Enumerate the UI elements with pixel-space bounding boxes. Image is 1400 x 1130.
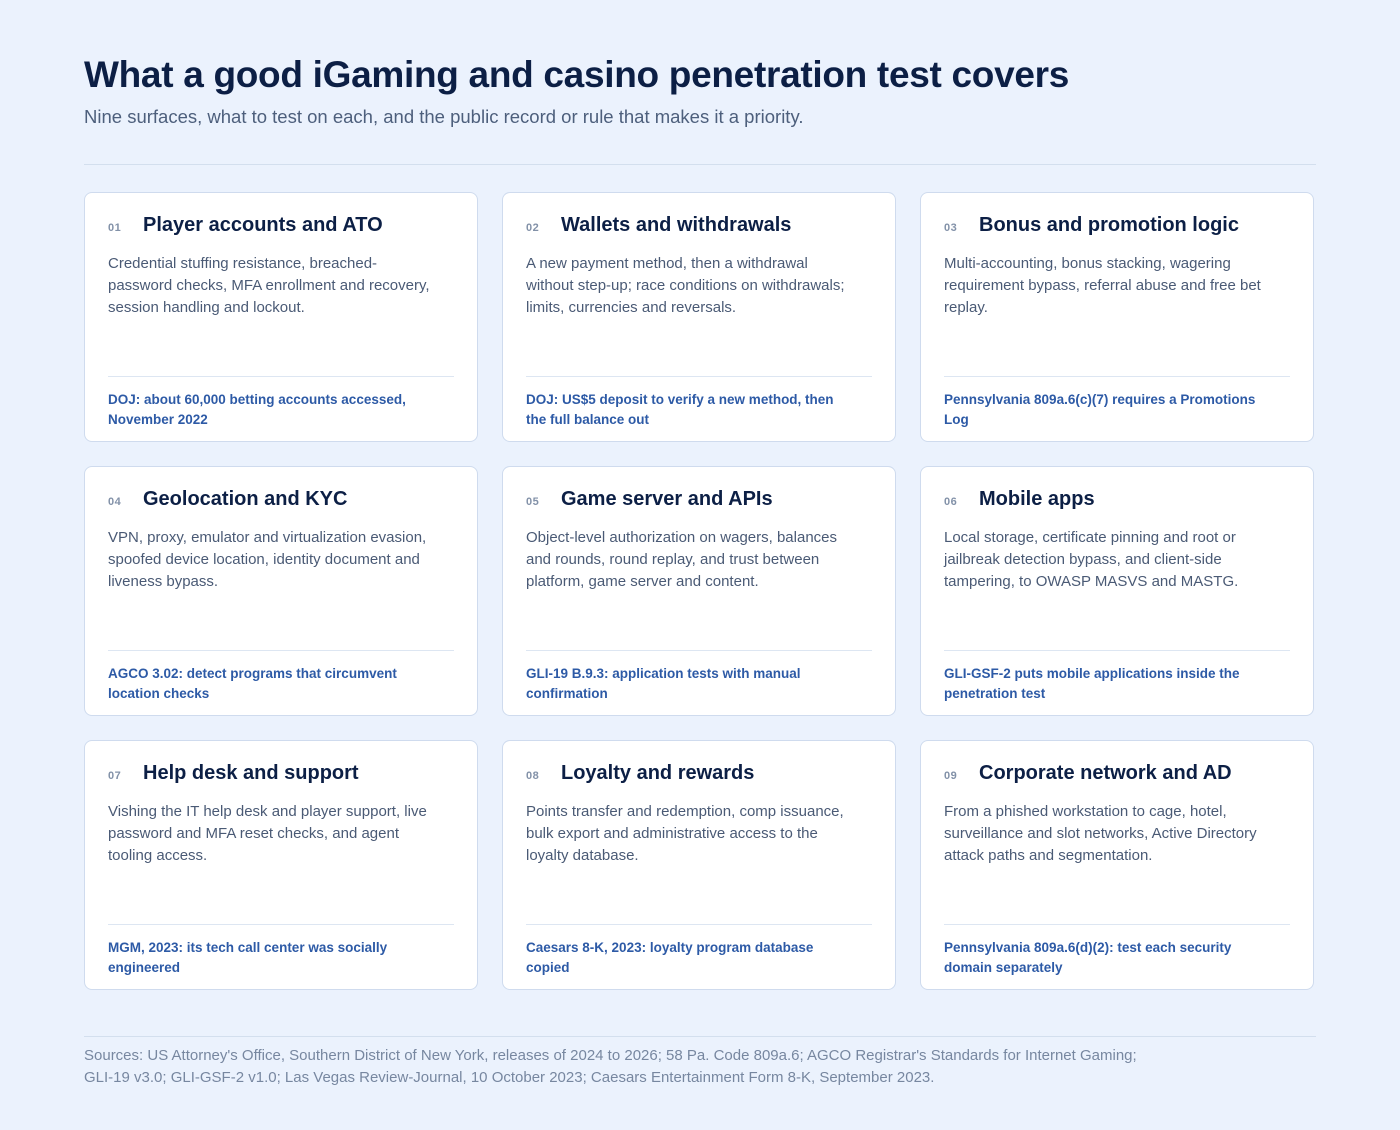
card-title: Player accounts and ATO bbox=[143, 214, 383, 236]
card-title: Help desk and support bbox=[143, 762, 359, 784]
surface-card: 07 Help desk and support Vishing the IT … bbox=[84, 740, 478, 990]
card-title: Geolocation and KYC bbox=[143, 488, 348, 510]
card-description: Multi-accounting, bonus stacking, wageri… bbox=[944, 255, 1261, 316]
page-title: What a good iGaming and casino penetrati… bbox=[84, 54, 1070, 95]
card-number: 04 bbox=[108, 496, 122, 508]
card-description: Object-level authorization on wagers, ba… bbox=[526, 529, 838, 590]
card-number: 06 bbox=[944, 496, 958, 508]
card-number: 02 bbox=[526, 222, 540, 234]
surface-card: 03 Bonus and promotion logic Multi-accou… bbox=[920, 192, 1314, 442]
card-source-note: MGM, 2023: its tech call center was soci… bbox=[108, 940, 388, 975]
surface-card: 01 Player accounts and ATO Credential st… bbox=[84, 192, 478, 442]
card-title: Corporate network and AD bbox=[979, 762, 1232, 784]
card-description: Local storage, certificate pinning and r… bbox=[944, 529, 1239, 590]
card-description: A new payment method, then a withdrawal … bbox=[526, 255, 845, 316]
card-description: Points transfer and redemption, comp iss… bbox=[526, 803, 844, 864]
card-number: 08 bbox=[526, 770, 540, 782]
card-description: Vishing the IT help desk and player supp… bbox=[108, 803, 427, 864]
surface-card-grid: 01 Player accounts and ATO Credential st… bbox=[84, 192, 1314, 990]
card-header: 08 Loyalty and rewards bbox=[526, 762, 754, 785]
card-header: 05 Game server and APIs bbox=[526, 488, 773, 511]
card-header: 07 Help desk and support bbox=[108, 762, 359, 785]
card-title: Game server and APIs bbox=[561, 488, 773, 510]
card-divider bbox=[944, 924, 1290, 925]
card-title: Wallets and withdrawals bbox=[561, 214, 792, 236]
header-divider bbox=[84, 164, 1316, 165]
card-divider bbox=[108, 376, 454, 377]
card-description: From a phished workstation to cage, hote… bbox=[944, 803, 1257, 864]
card-description: VPN, proxy, emulator and virtualization … bbox=[108, 529, 427, 590]
card-divider bbox=[944, 376, 1290, 377]
page-subtitle: Nine surfaces, what to test on each, and… bbox=[84, 106, 804, 127]
card-number: 05 bbox=[526, 496, 540, 508]
card-header: 01 Player accounts and ATO bbox=[108, 214, 383, 237]
card-source-note: DOJ: about 60,000 betting accounts acces… bbox=[108, 392, 406, 427]
card-source-note: GLI-19 B.9.3: application tests with man… bbox=[526, 666, 801, 701]
card-source-note: GLI-GSF-2 puts mobile applications insid… bbox=[944, 666, 1240, 701]
card-number: 09 bbox=[944, 770, 958, 782]
card-source-note: Pennsylvania 809a.6(d)(2): test each sec… bbox=[944, 940, 1232, 975]
card-number: 01 bbox=[108, 222, 122, 234]
card-source-note: AGCO 3.02: detect programs that circumve… bbox=[108, 666, 397, 701]
card-title: Loyalty and rewards bbox=[561, 762, 755, 784]
card-header: 06 Mobile apps bbox=[944, 488, 1095, 511]
card-title: Mobile apps bbox=[979, 488, 1095, 510]
card-header: 09 Corporate network and AD bbox=[944, 762, 1232, 785]
card-divider bbox=[108, 650, 454, 651]
card-divider bbox=[108, 924, 454, 925]
card-source-note: DOJ: US$5 deposit to verify a new method… bbox=[526, 392, 834, 427]
surface-card: 02 Wallets and withdrawals A new payment… bbox=[502, 192, 896, 442]
card-title: Bonus and promotion logic bbox=[979, 214, 1239, 236]
card-divider bbox=[526, 376, 872, 377]
surface-card: 06 Mobile apps Local storage, certificat… bbox=[920, 466, 1314, 716]
card-source-note: Caesars 8-K, 2023: loyalty program datab… bbox=[526, 940, 814, 975]
card-source-note: Pennsylvania 809a.6(c)(7) requires a Pro… bbox=[944, 392, 1256, 427]
card-header: 04 Geolocation and KYC bbox=[108, 488, 347, 511]
surface-card: 09 Corporate network and AD From a phish… bbox=[920, 740, 1314, 990]
card-number: 07 bbox=[108, 770, 122, 782]
sources-footnote: Sources: US Attorney's Office, Southern … bbox=[84, 1047, 1137, 1086]
card-description: Credential stuffing resistance, breached… bbox=[108, 255, 430, 316]
card-divider bbox=[526, 650, 872, 651]
surface-card: 04 Geolocation and KYC VPN, proxy, emula… bbox=[84, 466, 478, 716]
card-number: 03 bbox=[944, 222, 958, 234]
card-divider bbox=[944, 650, 1290, 651]
surface-card: 08 Loyalty and rewards Points transfer a… bbox=[502, 740, 896, 990]
surface-card: 05 Game server and APIs Object-level aut… bbox=[502, 466, 896, 716]
footer-divider bbox=[84, 1036, 1316, 1037]
card-divider bbox=[526, 924, 872, 925]
card-header: 02 Wallets and withdrawals bbox=[526, 214, 791, 237]
card-header: 03 Bonus and promotion logic bbox=[944, 214, 1239, 237]
